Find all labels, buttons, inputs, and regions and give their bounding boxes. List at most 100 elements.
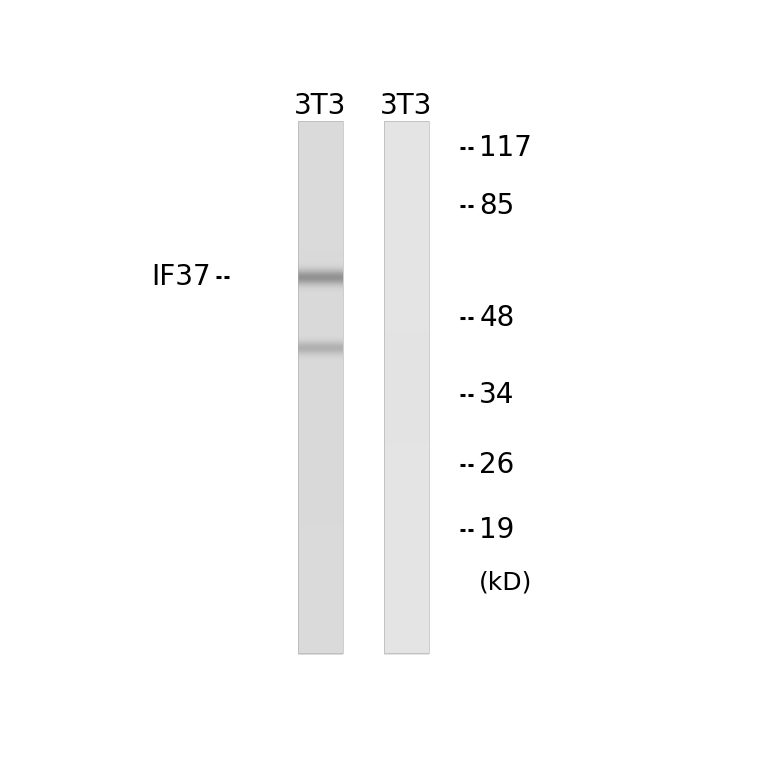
Bar [298,632,343,633]
Bar [298,143,343,144]
Bar [384,475,429,476]
Bar [298,437,343,439]
Bar [298,248,343,249]
Bar [384,337,429,338]
Bar [298,292,343,293]
Bar [384,618,429,620]
Bar [298,171,343,173]
Bar [298,374,343,375]
Bar [384,133,429,134]
Bar [298,148,343,150]
Bar [298,400,343,401]
Bar [298,617,343,618]
Bar [298,231,343,233]
Bar [298,153,343,154]
Bar [384,527,429,528]
Bar [384,332,429,334]
Bar [384,382,429,384]
Bar [384,193,429,194]
Bar [298,584,343,585]
Bar [384,558,429,559]
Bar [298,138,343,139]
Bar [298,606,343,607]
Bar [298,510,343,511]
Bar [384,545,429,547]
Bar [298,375,343,376]
Bar [384,351,429,352]
Bar [298,166,343,167]
Bar [384,565,429,567]
Bar [298,270,343,272]
Bar [298,401,343,402]
Bar [384,199,429,200]
Bar [384,576,429,578]
Bar [384,397,429,399]
Bar [298,180,343,182]
Bar [298,192,343,193]
Bar [298,203,343,204]
Bar [384,317,429,319]
Bar [298,254,343,256]
Bar [298,515,343,516]
Bar [384,633,429,635]
Bar [384,170,429,172]
Bar [384,539,429,540]
Bar [384,195,429,196]
Bar [298,588,343,589]
Bar [298,336,343,338]
Bar [298,619,343,620]
Bar [384,430,429,432]
Bar [298,245,343,246]
Bar [384,240,429,241]
Bar [384,389,429,390]
Bar [384,620,429,621]
Bar [298,130,343,131]
Bar [298,404,343,406]
Bar [298,460,343,461]
Bar [384,643,429,644]
Bar [384,343,429,345]
Bar [384,180,429,182]
Bar [298,351,343,353]
Bar [298,519,343,520]
Bar [384,300,429,302]
Bar [298,499,343,500]
Bar [384,429,429,430]
Bar [384,602,429,604]
Bar [384,146,429,147]
Bar [298,476,343,478]
Bar [298,343,343,345]
Bar [384,473,429,474]
Bar [384,371,429,372]
Bar [298,478,343,480]
Bar [298,204,343,205]
Bar [298,152,343,154]
Bar [298,354,343,355]
Bar [298,329,343,330]
Bar [384,529,429,530]
Bar [298,218,343,219]
Bar [384,285,429,286]
Bar [298,643,343,644]
Bar [298,298,343,299]
Bar [384,352,429,354]
Bar [298,163,343,164]
Bar [298,144,343,146]
Bar [298,484,343,485]
Bar [384,591,429,593]
Bar [298,399,343,400]
Bar [384,523,429,525]
Bar [384,179,429,180]
Bar [384,407,429,408]
Bar [298,175,343,176]
Bar [384,510,429,511]
Bar [384,478,429,479]
Bar [384,521,429,522]
Bar [298,340,343,342]
Bar [298,455,343,457]
Bar [384,164,429,166]
Bar [298,187,343,188]
Bar [384,267,429,269]
Bar [298,472,343,474]
Bar [298,232,343,234]
